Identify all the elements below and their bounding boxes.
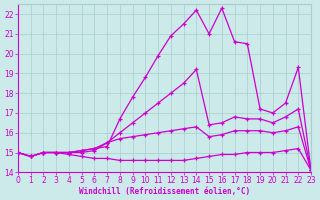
X-axis label: Windchill (Refroidissement éolien,°C): Windchill (Refroidissement éolien,°C)	[79, 187, 250, 196]
